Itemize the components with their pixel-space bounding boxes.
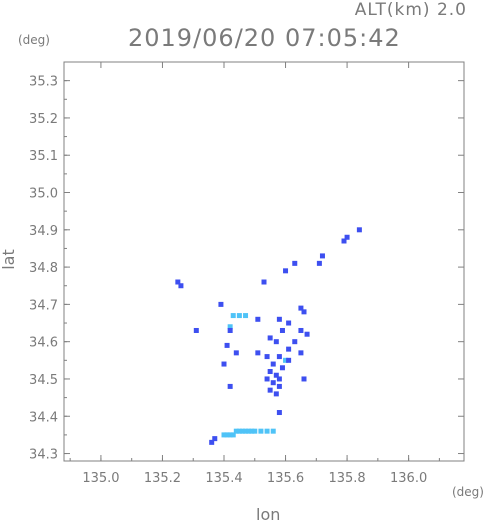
y-tick-label: 34.6 [29,336,58,351]
y-axis-ticks: 34.3 34.4 34.5 34.6 34.7 34.8 34.9 35.0 35.1 35.2… [29,61,464,463]
echo-point [264,376,270,382]
echo-point [267,387,273,393]
echo-point [267,335,273,341]
echo-point [292,339,298,345]
echo-point [270,361,276,367]
x-axis-unit: (deg) [452,485,484,499]
echo-point [279,327,285,333]
echo-point [209,439,215,445]
echo-point [212,436,218,442]
echo-point [267,369,273,375]
echo-point [270,380,276,386]
y-tick-label: 35.0 [29,187,58,202]
echo-point [236,428,242,434]
echo-point [175,279,181,285]
echo-point [239,428,245,434]
echo-point [279,365,285,371]
echo-point [273,339,279,345]
echo-point [286,357,292,363]
y-tick-label: 34.9 [29,224,58,239]
y-tick-label: 35.3 [29,75,58,90]
echo-point [243,313,249,319]
echo-point [227,324,233,330]
echo-point [292,260,298,266]
echo-point [316,260,322,266]
echo-point [246,428,252,434]
echo-point [258,428,264,434]
echo-point [298,327,304,333]
echo-point [270,428,276,434]
y-axis-unit: (deg) [18,33,50,47]
echo-point [273,391,279,397]
echo-point [233,428,239,434]
echo-point [243,428,249,434]
echo-point [283,268,289,274]
y-tick-label: 34.3 [29,448,58,463]
echo-point [276,383,282,389]
y-tick-label: 34.7 [29,298,58,313]
echo-point [193,327,199,333]
echo-point [301,376,307,382]
echo-point [221,361,227,367]
echo-point [261,279,267,285]
echo-point [227,432,233,438]
echo-point [255,316,261,322]
echo-point [227,327,233,333]
x-axis-ticks: 135.0 135.2 135.4 135.6 135.8 136.0 [69,62,440,486]
echo-point [283,357,289,363]
echo-point [341,238,347,244]
echo-point [304,331,310,337]
echo-point [276,316,282,322]
echo-point [252,428,258,434]
x-tick-label: 135.6 [267,471,304,486]
echo-point [221,432,227,438]
x-tick-label: 135.4 [205,471,242,486]
x-tick-label: 135.2 [144,471,181,486]
y-tick-label: 34.5 [29,373,58,388]
x-tick-label: 136.0 [390,471,427,486]
echo-point [286,346,292,352]
y-tick-label: 34.8 [29,261,58,276]
chart-title: 2019/06/20 07:05:42 [128,24,401,52]
echo-point [224,432,230,438]
echo-point [218,301,224,307]
echo-point [249,428,255,434]
x-tick-label: 135.8 [328,471,365,486]
echo-point [298,350,304,356]
echo-point [319,253,325,259]
x-axis-label: lon [256,505,281,524]
y-tick-label: 35.2 [29,112,58,127]
echo-point [276,376,282,382]
echo-point [264,354,270,360]
echo-point [298,305,304,311]
echo-point [233,350,239,356]
echo-point [255,350,261,356]
y-tick-label: 34.4 [29,410,58,425]
echo-point [236,313,242,319]
y-tick-label: 35.1 [29,149,58,164]
altitude-label: ALT(km) 2.0 [354,0,467,20]
echo-points [175,227,362,445]
x-tick-label: 135.0 [82,471,119,486]
echo-point [356,227,362,233]
plot-frame [63,61,465,462]
echo-point [227,383,233,389]
echo-point [276,354,282,360]
echo-point [273,372,279,378]
echo-point [344,234,350,240]
echo-point [178,283,184,289]
echo-point [224,342,230,348]
echo-point [276,410,282,416]
echo-point [286,320,292,326]
echo-point [301,309,307,315]
echo-point [230,313,236,319]
echo-point [264,428,270,434]
echo-point [230,432,236,438]
